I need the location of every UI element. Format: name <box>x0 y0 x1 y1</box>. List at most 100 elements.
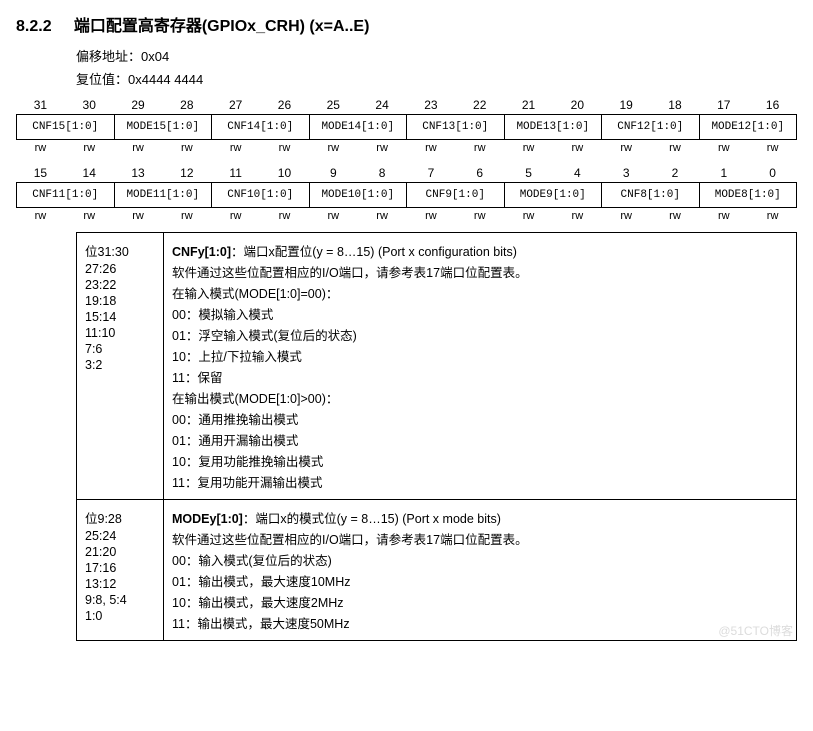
bit-field: MODE12[1:0] <box>700 115 797 139</box>
bit-number: 19 <box>602 96 651 114</box>
rw-row-low: rwrwrwrwrwrwrwrwrwrwrwrwrwrwrwrw <box>16 208 797 224</box>
rw-flag: rw <box>162 208 211 224</box>
rw-row-high: rwrwrwrwrwrwrwrwrwrwrwrwrwrwrwrw <box>16 140 797 156</box>
bit-field: MODE11[1:0] <box>115 183 213 207</box>
rw-flag: rw <box>651 140 700 156</box>
rw-flag: rw <box>407 140 456 156</box>
bit-numbers-low: 1514131211109876543210 <box>16 164 797 182</box>
description-table: 位31:3027:2623:2219:1815:1411:107:63:2CNF… <box>76 232 797 641</box>
rw-flag: rw <box>65 140 114 156</box>
rw-flag: rw <box>358 140 407 156</box>
rw-flag: rw <box>358 208 407 224</box>
bit-field: MODE15[1:0] <box>115 115 213 139</box>
bit-numbers-high: 31302928272625242322212019181716 <box>16 96 797 114</box>
bit-number: 27 <box>211 96 260 114</box>
rw-flag: rw <box>602 208 651 224</box>
bit-number: 6 <box>455 164 504 182</box>
rw-flag: rw <box>455 140 504 156</box>
bit-field: MODE13[1:0] <box>505 115 603 139</box>
bit-field: MODE8[1:0] <box>700 183 797 207</box>
rw-flag: rw <box>455 208 504 224</box>
offset-value: 0x04 <box>141 49 169 64</box>
bit-field: CNF8[1:0] <box>602 183 700 207</box>
bitfield-high: 31302928272625242322212019181716 CNF15[1… <box>16 96 797 156</box>
rw-flag: rw <box>309 140 358 156</box>
bit-field: CNF9[1:0] <box>407 183 505 207</box>
rw-flag: rw <box>260 140 309 156</box>
bit-number: 20 <box>553 96 602 114</box>
rw-flag: rw <box>114 140 163 156</box>
desc-text: CNFy[1:0]：端口x配置位(y = 8…15) (Port x confi… <box>164 233 797 500</box>
bit-number: 23 <box>407 96 456 114</box>
rw-flag: rw <box>16 140 65 156</box>
section-title: 8.2.2 端口配置高寄存器(GPIOx_CRH) (x=A..E) <box>16 12 797 36</box>
bit-number: 1 <box>699 164 748 182</box>
bit-number: 13 <box>114 164 163 182</box>
offset-line: 偏移地址：0x04 <box>76 46 797 65</box>
bit-field: CNF12[1:0] <box>602 115 700 139</box>
bit-number: 5 <box>504 164 553 182</box>
bit-number: 21 <box>504 96 553 114</box>
bit-number: 7 <box>407 164 456 182</box>
section-heading: 端口配置高寄存器(GPIOx_CRH) (x=A..E) <box>74 18 370 35</box>
bit-number: 26 <box>260 96 309 114</box>
rw-flag: rw <box>309 208 358 224</box>
bit-number: 9 <box>309 164 358 182</box>
bit-number: 10 <box>260 164 309 182</box>
offset-label: 偏移地址： <box>76 49 141 64</box>
bit-number: 29 <box>114 96 163 114</box>
rw-flag: rw <box>407 208 456 224</box>
bit-number: 18 <box>651 96 700 114</box>
rw-flag: rw <box>260 208 309 224</box>
bit-number: 30 <box>65 96 114 114</box>
bit-field: CNF15[1:0] <box>17 115 115 139</box>
rw-flag: rw <box>748 208 797 224</box>
rw-flag: rw <box>16 208 65 224</box>
bit-fields-low: CNF11[1:0]MODE11[1:0]CNF10[1:0]MODE10[1:… <box>16 182 797 208</box>
rw-flag: rw <box>162 140 211 156</box>
bit-number: 28 <box>162 96 211 114</box>
bit-number: 8 <box>358 164 407 182</box>
rw-flag: rw <box>748 140 797 156</box>
bit-number: 12 <box>162 164 211 182</box>
rw-flag: rw <box>211 140 260 156</box>
bit-number: 14 <box>65 164 114 182</box>
rw-flag: rw <box>504 208 553 224</box>
bit-field: CNF11[1:0] <box>17 183 115 207</box>
rw-flag: rw <box>553 208 602 224</box>
bit-field: MODE9[1:0] <box>505 183 603 207</box>
bitfield-low: 1514131211109876543210 CNF11[1:0]MODE11[… <box>16 164 797 224</box>
bit-field: CNF10[1:0] <box>212 183 310 207</box>
bit-number: 2 <box>651 164 700 182</box>
bit-number: 31 <box>16 96 65 114</box>
bit-number: 11 <box>211 164 260 182</box>
bit-field: MODE14[1:0] <box>310 115 408 139</box>
reset-label: 复位值： <box>76 72 128 87</box>
bit-number: 16 <box>748 96 797 114</box>
rw-flag: rw <box>65 208 114 224</box>
bit-number: 15 <box>16 164 65 182</box>
rw-flag: rw <box>602 140 651 156</box>
desc-bits: 位31:3027:2623:2219:1815:1411:107:63:2 <box>77 233 164 500</box>
rw-flag: rw <box>211 208 260 224</box>
rw-flag: rw <box>114 208 163 224</box>
bit-field: CNF13[1:0] <box>407 115 505 139</box>
desc-bits: 位9:2825:2421:2017:1613:129:8, 5:41:0 <box>77 500 164 641</box>
bit-number: 0 <box>748 164 797 182</box>
bit-number: 25 <box>309 96 358 114</box>
rw-flag: rw <box>699 208 748 224</box>
bit-number: 4 <box>553 164 602 182</box>
reset-value: 0x4444 4444 <box>128 72 203 87</box>
bit-number: 3 <box>602 164 651 182</box>
rw-flag: rw <box>553 140 602 156</box>
bit-number: 24 <box>358 96 407 114</box>
bit-number: 22 <box>455 96 504 114</box>
rw-flag: rw <box>699 140 748 156</box>
bit-number: 17 <box>699 96 748 114</box>
bit-fields-high: CNF15[1:0]MODE15[1:0]CNF14[1:0]MODE14[1:… <box>16 114 797 140</box>
reset-line: 复位值：0x4444 4444 <box>76 69 797 88</box>
bit-field: CNF14[1:0] <box>212 115 310 139</box>
rw-flag: rw <box>504 140 553 156</box>
section-number: 8.2.2 <box>16 18 52 35</box>
rw-flag: rw <box>651 208 700 224</box>
